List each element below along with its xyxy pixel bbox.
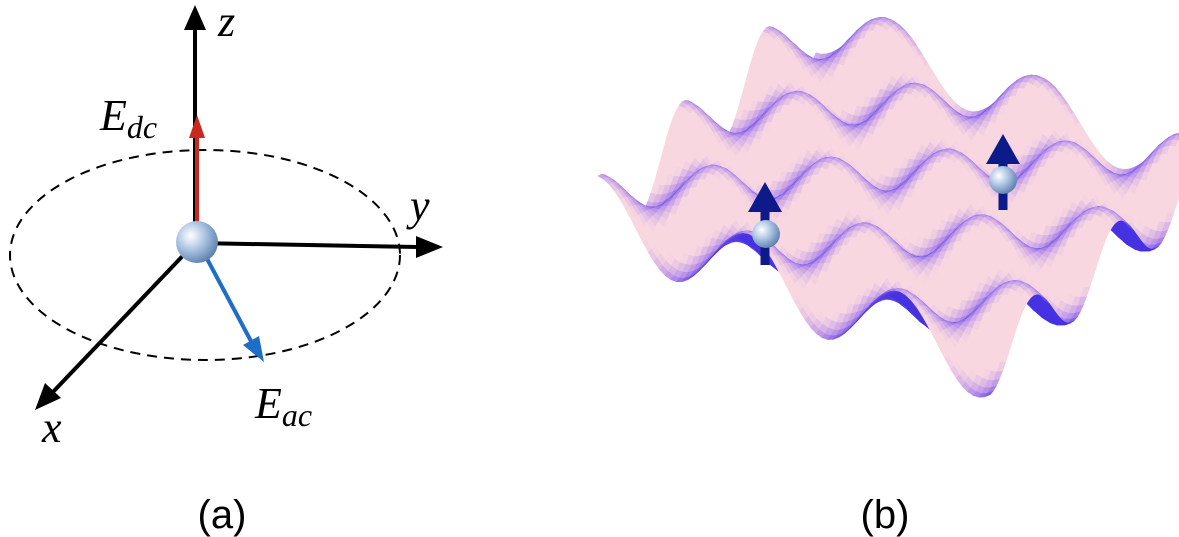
edc-label: Edc: [99, 91, 157, 145]
x-label: x: [41, 403, 62, 452]
caption-a: (a): [198, 493, 247, 537]
y-arrowhead: [416, 236, 443, 258]
orbit: [9, 149, 401, 361]
edc-base: E: [99, 91, 127, 140]
z-arrowhead: [184, 5, 206, 30]
edc-arrowhead: [189, 115, 205, 138]
particle: [989, 166, 1017, 194]
panel-a: z y x Edc Eac (a): [9, 0, 443, 537]
edc-sub: dc: [127, 109, 157, 145]
eac-arrowhead: [243, 336, 264, 362]
particle: [752, 220, 780, 248]
eac-sub: ac: [282, 397, 312, 433]
caption-b: (b): [861, 493, 910, 537]
eac-label: Eac: [254, 379, 312, 433]
z-label: z: [217, 0, 235, 46]
x-arrowhead: [35, 383, 61, 410]
eac-arrow: [203, 254, 254, 344]
eac-base: E: [254, 379, 282, 428]
x-axis: [50, 241, 197, 395]
particle: [176, 221, 218, 263]
surface-patch: [1175, 133, 1179, 137]
y-label: y: [406, 181, 430, 230]
y-axis: [194, 241, 419, 249]
lattice-surface: [597, 17, 1179, 398]
